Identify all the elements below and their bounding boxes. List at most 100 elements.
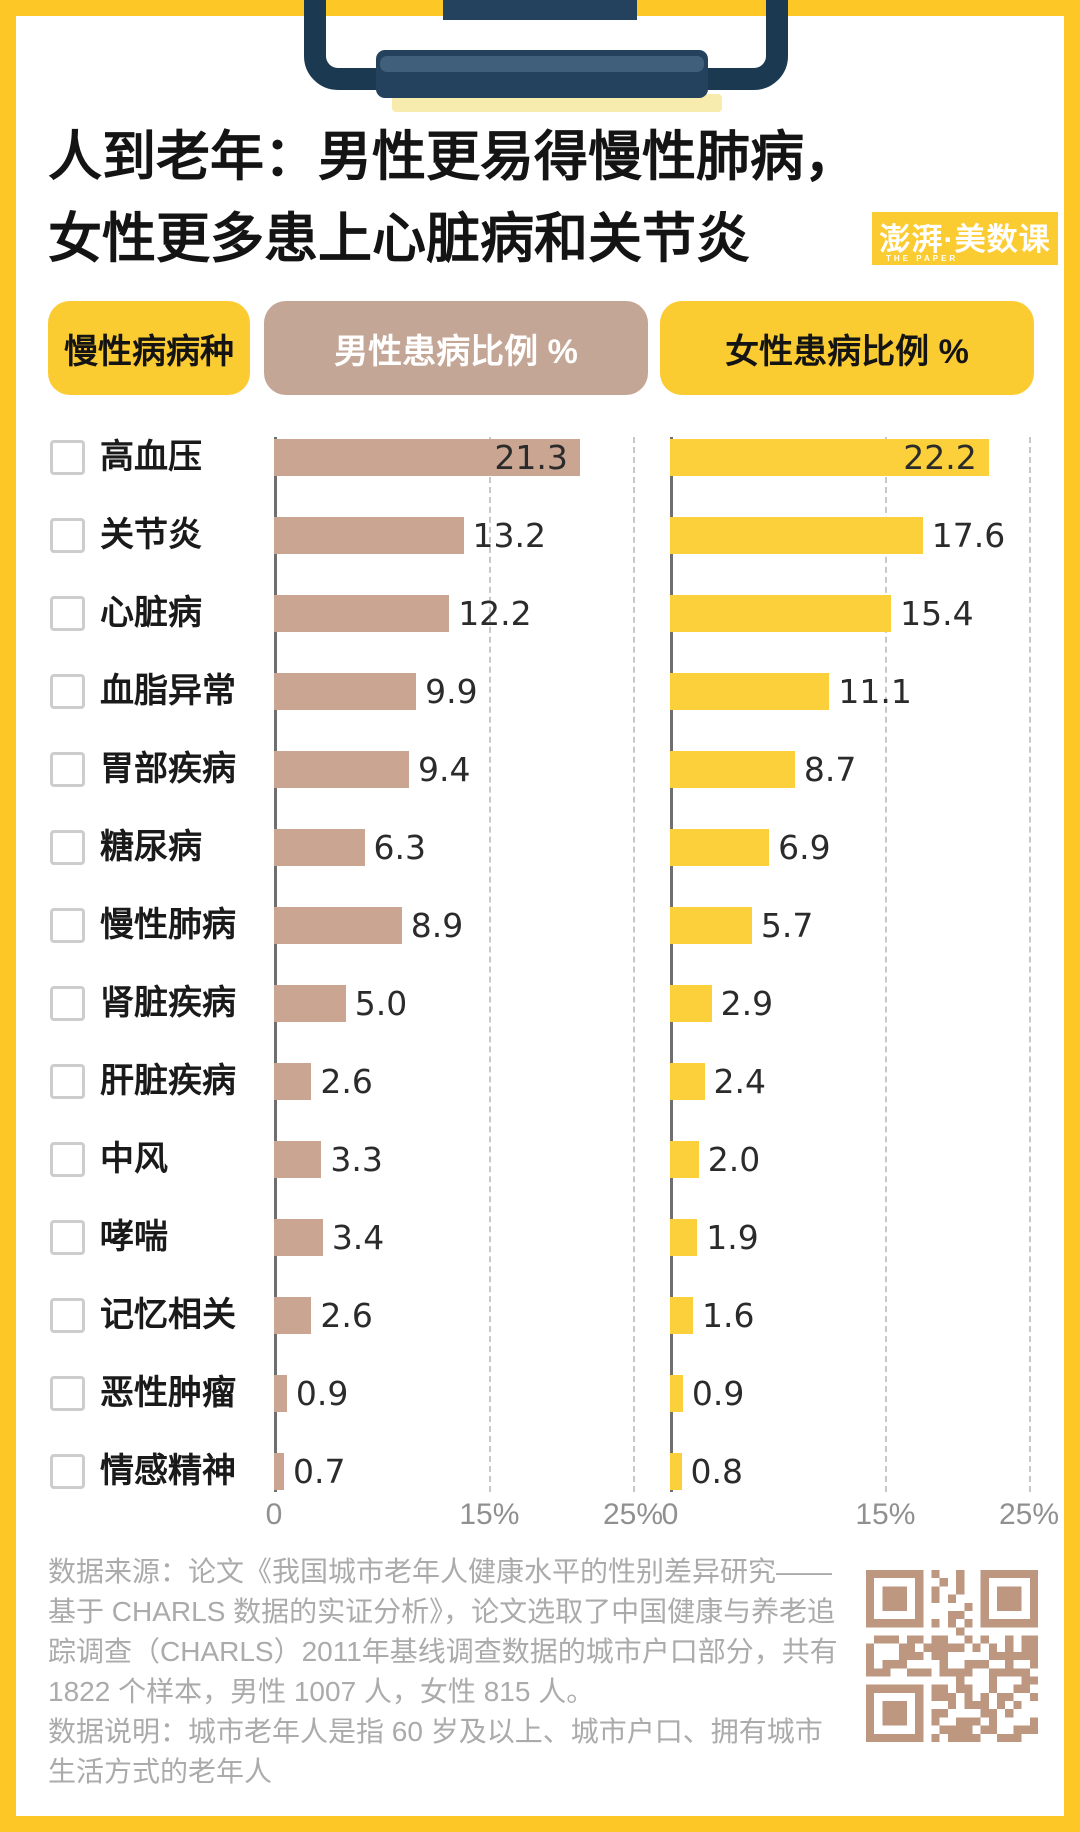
column-header-female-label: 女性患病比例 %	[725, 332, 969, 371]
column-header-disease: 慢性病病种	[48, 301, 250, 395]
bar-male-高血压	[274, 439, 580, 476]
bar-female-心脏病	[670, 595, 892, 632]
bar-value-male: 0.7	[293, 1452, 346, 1491]
footer-line: 数据来源：论文《我国城市老年人健康水平的性别差异研究——	[48, 1556, 833, 1587]
gridline-male-25%	[633, 437, 635, 1492]
bar-female-情感精神	[670, 1453, 682, 1490]
footer-line: 踪调查（CHARLS）2011年基线调查数据的城市户口部分，共有	[48, 1636, 838, 1667]
bar-value-female: 0.8	[690, 1452, 743, 1491]
bar-value-male: 2.6	[320, 1296, 373, 1335]
bar-value-female: 8.7	[803, 750, 857, 789]
bar-value-female: 0.9	[691, 1374, 745, 1413]
bar-value-female: 11.1	[838, 672, 912, 711]
category-label: 慢性肺病	[100, 906, 236, 944]
row-checkbox[interactable]	[50, 440, 85, 475]
footer-line: 数据说明：城市老年人是指 60 岁及以上、城市户口、拥有城市	[48, 1716, 823, 1747]
x-tick-female-1: 15%	[855, 1498, 916, 1531]
y-axis-female	[670, 437, 673, 1492]
footer-line: 生活方式的老年人	[48, 1756, 273, 1787]
page-title-line2: 女性更多患上心脏病和关节炎	[48, 209, 750, 269]
bar-value-male: 3.4	[331, 1218, 385, 1257]
x-tick-female-0: 0	[661, 1498, 679, 1531]
bar-value-male: 3.3	[330, 1140, 383, 1179]
thepaper-logo: 澎湃·美数课 THE PAPER	[872, 212, 1058, 265]
category-label: 心脏病	[100, 594, 202, 632]
bar-value-male: 8.9	[410, 906, 464, 945]
bar-male-中风	[274, 1141, 322, 1178]
category-label: 关节炎	[100, 516, 202, 554]
x-tick-male-0: 0	[265, 1498, 283, 1531]
bar-female-高血压	[670, 439, 989, 476]
category-label: 中风	[100, 1140, 168, 1178]
bar-value-female: 2.4	[713, 1062, 766, 1101]
gridline-female-15%	[885, 437, 888, 1492]
bar-female-血脂异常	[670, 673, 830, 710]
row-checkbox[interactable]	[50, 1142, 85, 1177]
bar-value-male: 21.3	[494, 438, 568, 477]
bar-female-记忆相关	[670, 1297, 693, 1334]
bar-male-恶性肿瘤	[274, 1375, 287, 1412]
bar-value-female: 2.0	[707, 1140, 761, 1179]
bar-value-female: 17.6	[931, 516, 1006, 555]
row-checkbox[interactable]	[50, 752, 85, 787]
clipboard-clip-bar-icon	[376, 50, 708, 98]
row-checkbox[interactable]	[50, 596, 85, 631]
bar-male-肾脏疾病	[274, 985, 346, 1022]
bar-male-慢性肺病	[274, 907, 402, 944]
column-header-male-label: 男性患病比例 %	[334, 332, 578, 371]
y-axis-male	[274, 437, 277, 1492]
column-header-male: 男性患病比例 %	[264, 301, 648, 395]
category-label: 肾脏疾病	[100, 984, 236, 1022]
bar-female-肝脏疾病	[670, 1063, 705, 1100]
row-checkbox[interactable]	[50, 1454, 85, 1489]
bar-male-哮喘	[274, 1219, 323, 1256]
row-checkbox[interactable]	[50, 1220, 85, 1255]
row-checkbox[interactable]	[50, 674, 85, 709]
bar-female-哮喘	[670, 1219, 698, 1256]
bar-female-关节炎	[670, 517, 923, 554]
logo-subtext: THE PAPER	[886, 254, 959, 263]
category-label: 胃部疾病	[100, 750, 236, 788]
bar-male-肝脏疾病	[274, 1063, 312, 1100]
row-checkbox[interactable]	[50, 518, 85, 553]
column-header-female: 女性患病比例 %	[660, 301, 1034, 395]
bar-value-male: 9.9	[425, 672, 478, 711]
row-checkbox[interactable]	[50, 1298, 85, 1333]
footer-line: 1822 个样本，男性 1007 人，女性 815 人。	[48, 1676, 595, 1707]
bar-male-糖尿病	[274, 829, 365, 866]
category-label: 恶性肿瘤	[100, 1374, 236, 1412]
column-header-disease-label: 慢性病病种	[64, 332, 234, 371]
bar-value-male: 0.9	[295, 1374, 349, 1413]
page-title: 人到老年：男性更易得慢性肺病， 女性更多患上心脏病和关节炎	[48, 116, 858, 280]
clipboard-clip-shadow	[392, 94, 722, 112]
bar-female-肾脏疾病	[670, 985, 712, 1022]
row-checkbox[interactable]	[50, 830, 85, 865]
bar-value-male: 9.4	[417, 750, 471, 789]
clipboard-clip-bar-highlight	[380, 56, 704, 72]
bar-value-female: 5.7	[760, 906, 814, 945]
category-label: 糖尿病	[100, 828, 202, 866]
row-checkbox[interactable]	[50, 986, 85, 1021]
bar-value-female: 22.2	[903, 438, 977, 477]
bar-female-中风	[670, 1141, 699, 1178]
gridline-female-25%	[1029, 437, 1031, 1492]
bar-value-male: 5.0	[354, 984, 408, 1023]
bar-female-糖尿病	[670, 829, 770, 866]
bar-female-恶性肿瘤	[670, 1375, 683, 1412]
x-tick-male-1: 15%	[459, 1498, 520, 1531]
footer-notes: 数据来源：论文《我国城市老年人健康水平的性别差异研究—— 基于 CHARLS 数据…	[48, 1552, 838, 1792]
category-label: 记忆相关	[100, 1296, 236, 1334]
gridline-male-15%	[489, 437, 492, 1492]
bar-value-female: 1.6	[701, 1296, 755, 1335]
page-title-line1: 人到老年：男性更易得慢性肺病，	[48, 127, 858, 187]
bar-value-male: 13.2	[472, 516, 547, 555]
row-checkbox[interactable]	[50, 908, 85, 943]
bar-value-female: 2.9	[720, 984, 774, 1023]
bar-female-慢性肺病	[670, 907, 752, 944]
row-checkbox[interactable]	[50, 1064, 85, 1099]
row-checkbox[interactable]	[50, 1376, 85, 1411]
logo-text: 澎湃·美数课	[879, 222, 1051, 257]
bar-male-心脏病	[274, 595, 450, 632]
category-label: 血脂异常	[100, 672, 236, 710]
